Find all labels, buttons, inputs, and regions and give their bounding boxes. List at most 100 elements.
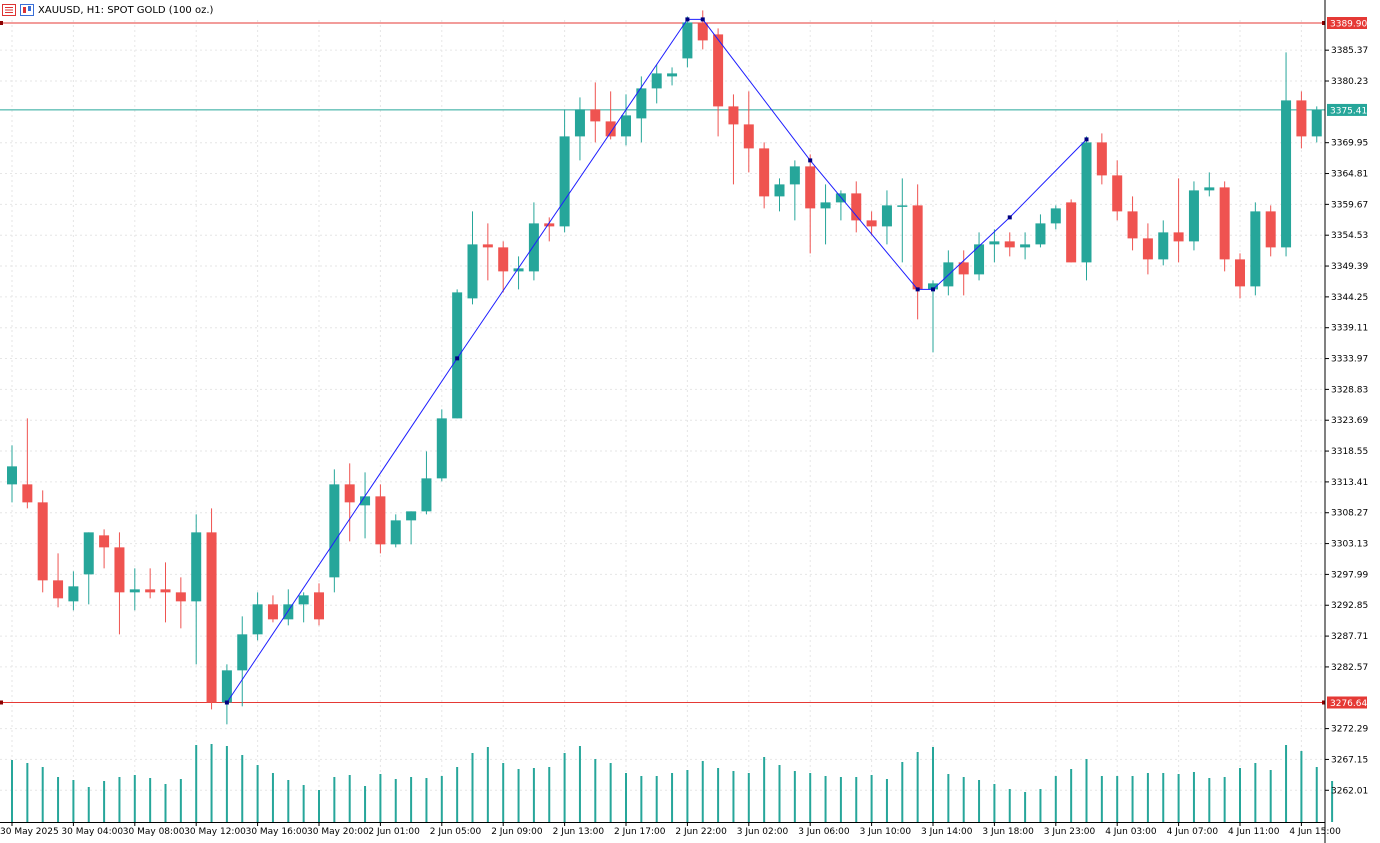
time-axis-label: 30 May 2025 [0,827,59,837]
symbol-label: XAUUSD [38,4,81,16]
price-axis-label: 3359.67 [1331,200,1368,210]
candle-body [114,547,125,593]
candle-body [68,586,79,602]
candle-bear [37,490,48,593]
candle-bull [1050,205,1061,230]
candle-body [1004,241,1015,248]
candle-bear [590,82,601,143]
candle-body [667,73,678,77]
zigzag-point [700,17,705,22]
time-axis-label: 2 Jun 01:00 [368,827,420,837]
candle-bear [267,595,278,623]
candlestick-chart-icon[interactable] [20,4,34,16]
price-axis-label: 3287.71 [1331,632,1368,642]
candle-bear [22,418,33,509]
zigzag-point [685,17,690,22]
candle-body [559,136,570,227]
time-axis-label: 3 Jun 18:00 [982,827,1034,837]
time-axis-label: 2 Jun 13:00 [553,827,605,837]
price-axis-label: 3308.27 [1331,509,1368,519]
time-axis-label: 30 May 08:00 [123,827,185,837]
zigzag-point [1084,137,1089,142]
candle-bull [897,178,908,263]
candle-body [912,205,923,290]
price-tag [1327,103,1367,116]
price-axis-label: 3323.69 [1331,416,1368,426]
zigzag-point [931,287,935,292]
candle-bull [1311,106,1322,143]
candle-body [129,589,140,593]
price-axis-label: 3385.37 [1331,46,1368,56]
price-tag-label: 3389.90 [1330,20,1367,30]
chart-list-icon[interactable] [2,4,16,16]
time-axis-label: 4 Jun 03:00 [1105,827,1157,837]
candle-body [1142,238,1153,260]
candle-body [1250,211,1261,287]
candle-body [37,502,48,581]
time-axis-label: 2 Jun 22:00 [675,827,727,837]
price-axis-label: 3318.55 [1331,447,1368,457]
candle-body [1020,244,1031,248]
candle-body [728,106,739,125]
candle-bear [53,553,64,608]
candle-body [22,484,33,503]
candle-bull [621,94,631,146]
candle-body [928,283,938,290]
candle-body [1158,232,1169,260]
price-axis-label: 3354.53 [1331,231,1368,241]
candle-body [897,205,908,207]
candle-body [805,166,816,209]
candle-bear [160,562,171,623]
zigzag-point [224,700,229,705]
candle-body [1219,187,1230,260]
candle-body [513,268,524,272]
candle-bull [329,469,340,593]
candle-bull [467,211,478,305]
candle-body [99,535,110,548]
candles [7,10,1322,725]
candle-body [252,604,263,635]
candle-body [329,484,340,578]
candle-bull [559,109,570,233]
candle-body [344,484,355,503]
candle-bear [344,463,355,542]
candle-body [621,115,631,137]
candle-body [406,511,417,521]
candle-body [191,532,202,602]
candle-body [851,193,862,221]
candle-body [1311,109,1322,137]
candle-bull [406,511,417,545]
time-axis-label: 3 Jun 06:00 [798,827,850,837]
candle-bull [283,589,294,626]
candle-body [989,241,1000,245]
time-axis-label: 3 Jun 02:00 [737,827,789,837]
candle-bear [206,508,217,710]
candle-body [160,589,171,593]
candle-body [1035,223,1046,245]
price-axis-label: 3267.15 [1331,755,1368,765]
candle-body [283,604,294,620]
candle-body [1096,142,1107,176]
candle-bull [191,514,202,665]
zigzag-line [226,18,1087,703]
candle-bull [667,67,678,86]
zigzag-indicator [224,17,1089,705]
candle-bear [1112,160,1123,221]
candle-bull [1081,136,1092,281]
candle-body [958,262,969,275]
candle-body [1265,211,1276,248]
time-axis-label: 3 Jun 10:00 [860,827,912,837]
candle-bear [482,223,493,281]
candle-body [528,223,539,272]
hline-anchor [0,700,3,705]
candle-body [7,466,17,485]
candle-bear [1066,199,1077,263]
candle-bull [881,190,892,245]
candle-body [1127,211,1138,239]
candle-bull [928,280,938,353]
candle-body [267,604,278,620]
candle-body [820,202,831,209]
